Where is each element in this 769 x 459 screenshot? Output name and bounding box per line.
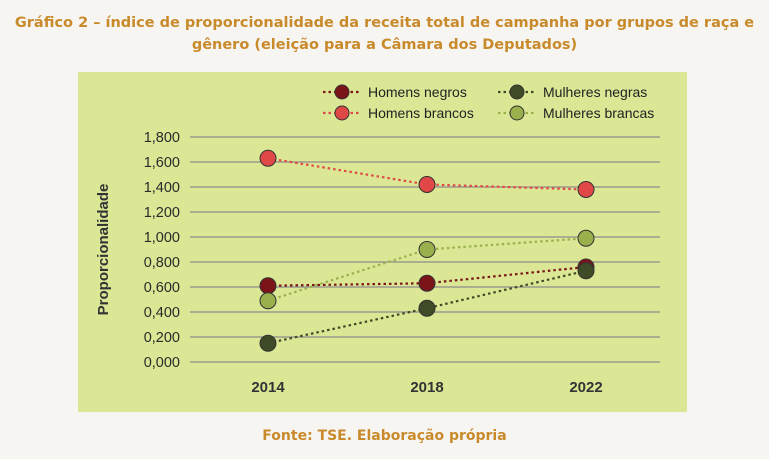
data-point	[577, 262, 595, 280]
y-tick-label: 0,400	[144, 305, 180, 321]
legend-label: Mulheres brancas	[543, 105, 654, 121]
data-point	[418, 299, 436, 317]
data-point	[418, 274, 436, 292]
y-axis-label: Proporcionalidade	[95, 184, 112, 316]
series-line	[267, 265, 587, 287]
x-tick-label: 2014	[251, 379, 285, 396]
chart-title-line2: gênero (eleição para a Câmara dos Deputa…	[191, 37, 578, 53]
data-point	[418, 241, 436, 258]
y-tick-label: 0,000	[144, 355, 180, 371]
chart-source: Fonte: TSE. Elaboração própria	[262, 428, 507, 444]
data-point	[577, 181, 595, 198]
data-point	[259, 277, 277, 295]
y-tick-label: 1,200	[144, 205, 180, 221]
chart-title-line1: Gráfico 2 – índice de proporcionalidade …	[14, 15, 755, 31]
legend-marker	[334, 84, 350, 100]
y-tick-label: 1,400	[144, 180, 180, 196]
data-point	[418, 176, 436, 193]
x-tick-label: 2022	[569, 379, 602, 396]
line-chart: 0,000 0,200 0,400 0,600 0,800 1,000 1,200 1,400…	[95, 84, 660, 396]
y-tick-label: 1,600	[144, 155, 180, 171]
data-point	[259, 334, 277, 352]
y-tick-label: 1,000	[144, 230, 180, 246]
legend-marker	[509, 84, 525, 100]
chart-panel: 0,000 0,200 0,400 0,600 0,800 1,000 1,200 1,400…	[78, 72, 687, 412]
y-tick-label: 0,200	[144, 330, 180, 346]
y-tick-label: 1,800	[144, 130, 180, 146]
series-line	[267, 269, 587, 345]
data-point	[259, 149, 277, 167]
legend-label: Homens brancos	[368, 105, 474, 121]
legend-marker	[334, 105, 350, 121]
x-tick-label: 2018	[410, 379, 443, 396]
legend-marker	[509, 105, 525, 121]
chart-title: Gráfico 2 – índice de proporcionalidade …	[0, 12, 769, 56]
legend-label: Homens negros	[368, 84, 467, 100]
legend-label: Mulheres negras	[543, 84, 647, 100]
data-point	[577, 229, 595, 247]
data-point	[259, 292, 277, 310]
y-tick-label: 0,600	[144, 280, 180, 296]
y-tick-label: 0,800	[144, 255, 180, 271]
